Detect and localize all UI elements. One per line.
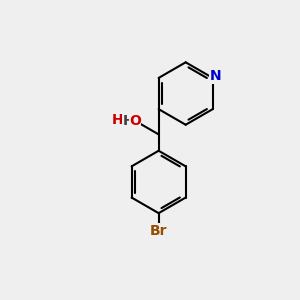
Text: N: N [209, 69, 221, 83]
Text: O: O [129, 114, 141, 128]
Text: H: H [123, 114, 134, 128]
Text: Br: Br [150, 224, 167, 238]
Text: HO: HO [112, 113, 135, 127]
